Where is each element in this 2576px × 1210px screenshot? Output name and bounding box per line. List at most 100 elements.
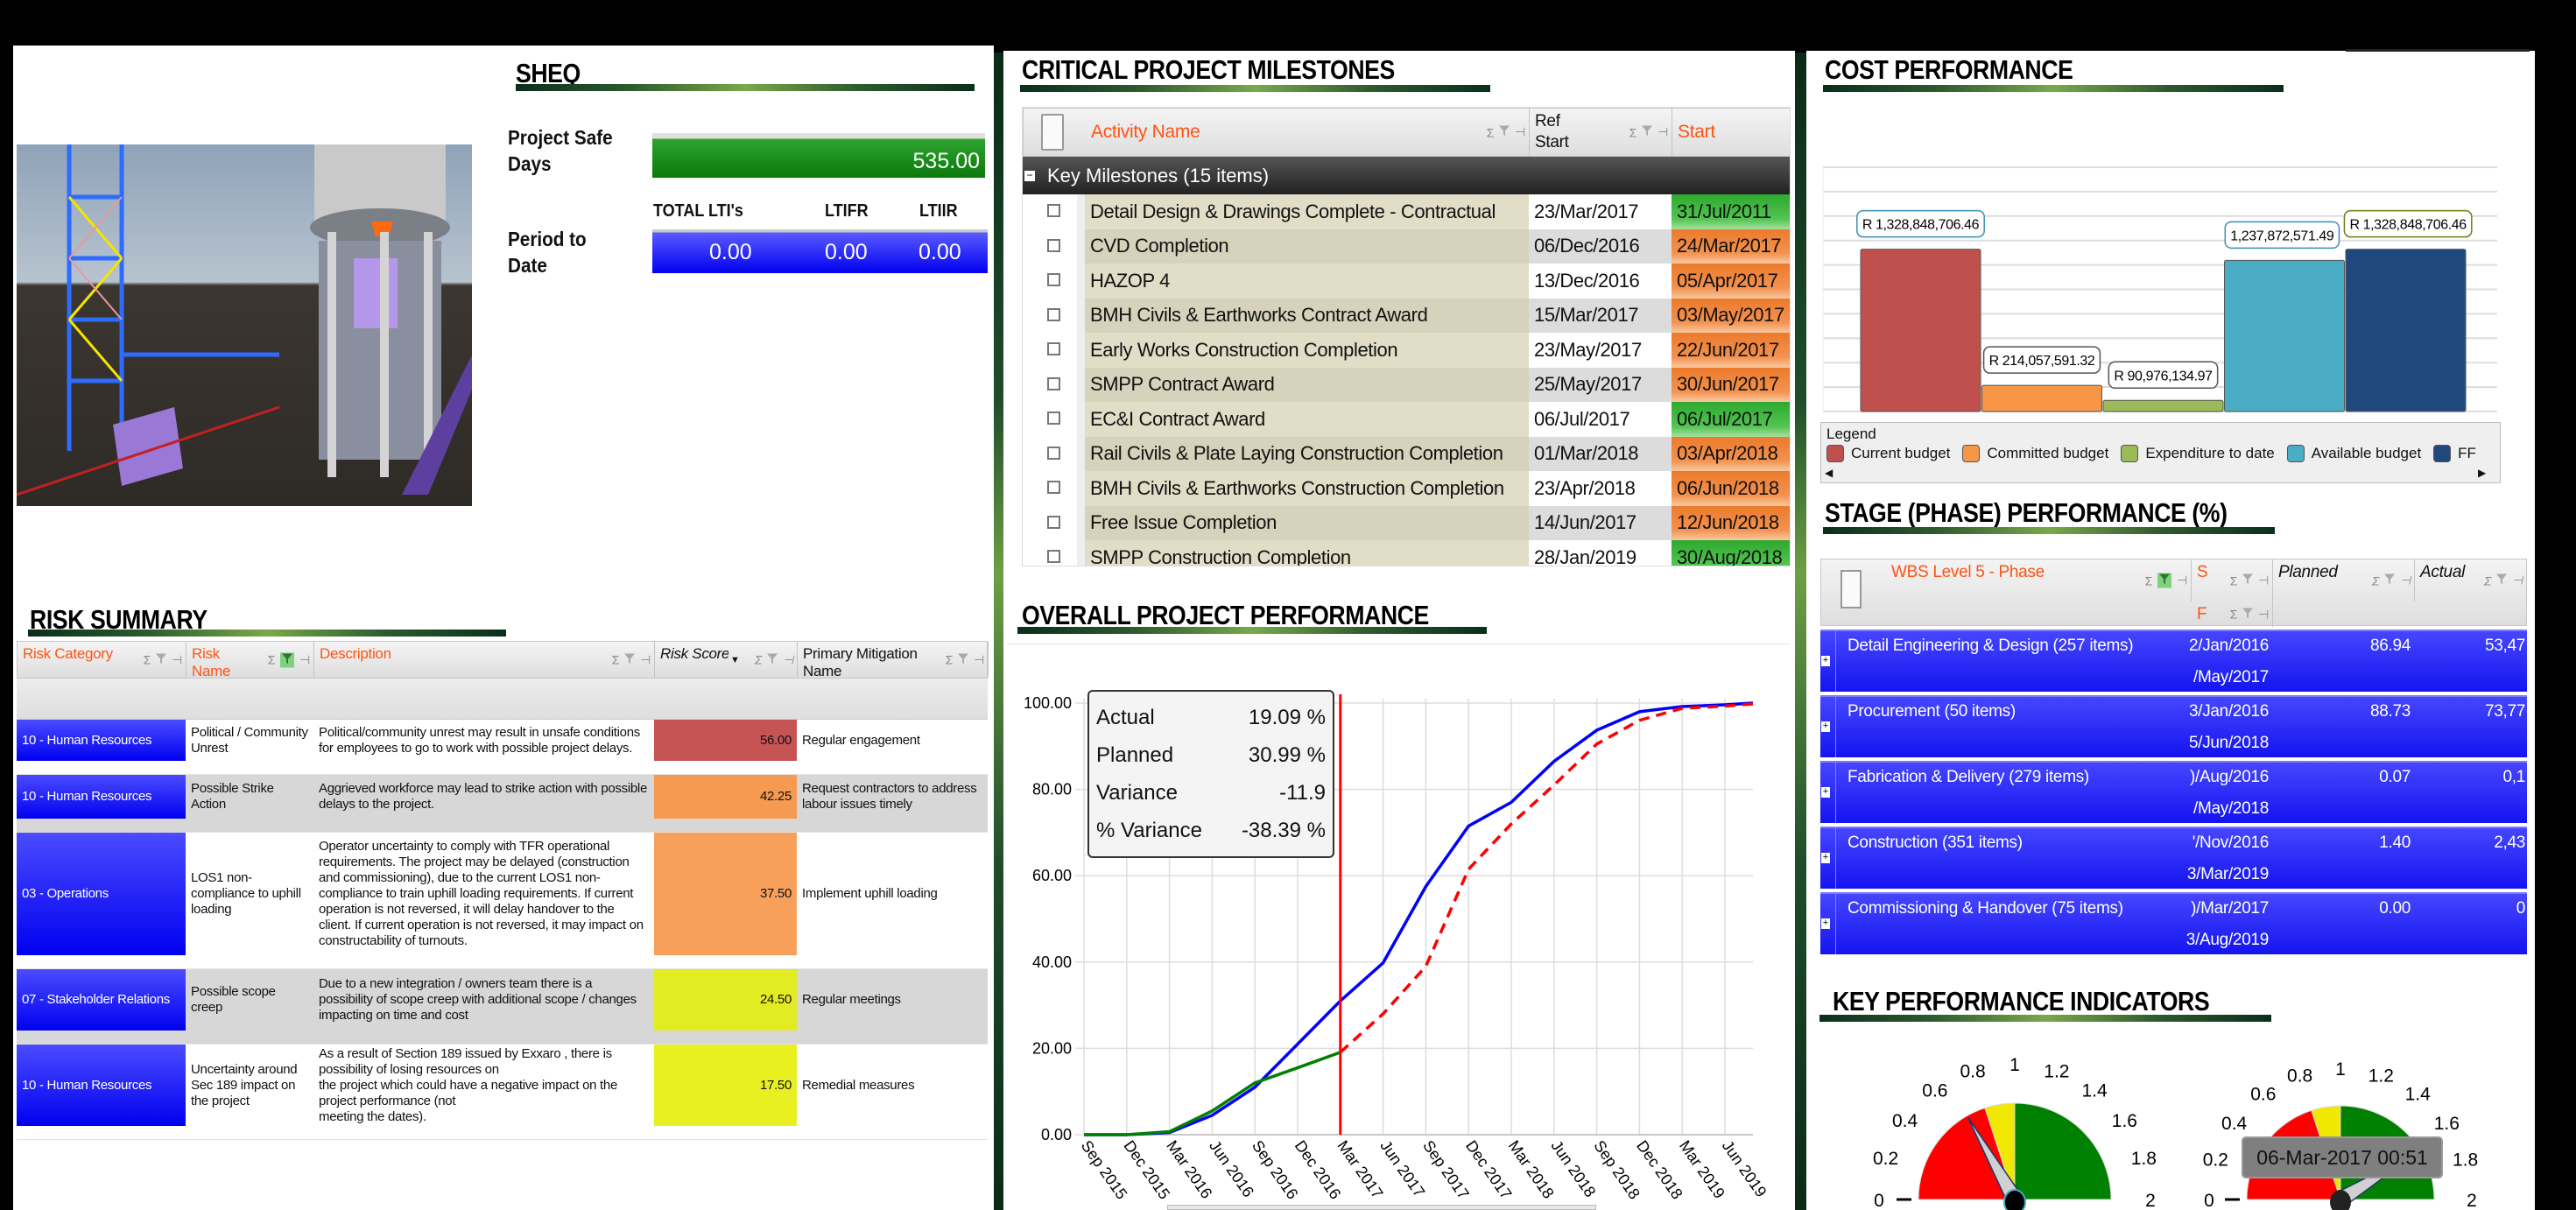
legend-item[interactable]: Current budget [1826, 445, 1950, 462]
filter-icon[interactable] [624, 652, 636, 667]
column-header-phase[interactable]: WBS Level 5 - Phase Σ ⊣ [1886, 559, 2192, 601]
pin-icon[interactable]: ⊣ [2258, 573, 2269, 587]
sum-icon[interactable]: Σ [2483, 573, 2492, 587]
sum-icon[interactable]: Σ [2229, 573, 2238, 587]
filter-icon[interactable] [2157, 573, 2172, 588]
sum-icon[interactable]: Σ [1486, 125, 1495, 139]
sum-icon[interactable]: Σ [2371, 573, 2380, 587]
sum-icon[interactable]: Σ [267, 652, 276, 667]
collapse-icon[interactable]: − [1024, 170, 1035, 181]
column-header-start[interactable]: Start [1672, 109, 1790, 156]
risk-row[interactable]: 03 - Operations LOS1 non-compliance to up… [17, 833, 988, 969]
bar-available-budget[interactable] [2224, 259, 2345, 412]
row-checkbox[interactable] [1047, 307, 1060, 321]
chart-scrollbar[interactable] [1167, 1205, 1596, 1210]
bar-current-budget[interactable] [1860, 249, 1981, 412]
group-row-key-milestones[interactable]: − Key Milestones (15 items) [1023, 157, 1790, 194]
sum-icon[interactable]: Σ [2144, 573, 2153, 587]
filter-icon[interactable] [2384, 573, 2396, 588]
filter-icon[interactable] [280, 652, 295, 667]
risk-row[interactable]: 10 - Human Resources Uncertainty around S… [17, 1045, 988, 1140]
row-checkbox[interactable] [1047, 273, 1060, 286]
sum-icon[interactable]: Σ [611, 652, 620, 667]
column-chooser-icon[interactable] [1841, 570, 1862, 609]
filter-icon[interactable] [767, 652, 778, 667]
filter-icon[interactable] [2496, 573, 2508, 588]
milestone-row[interactable]: BMH Civils & Earthworks Construction Com… [1023, 471, 1790, 506]
column-header-activity-name[interactable]: Activity Name Σ ⊣ [1086, 109, 1530, 156]
sum-icon[interactable]: Σ [945, 652, 954, 667]
column-header-start[interactable]: S Σ ⊣ [2192, 559, 2273, 601]
column-header-actual[interactable]: Actual Σ ⊣ [2415, 559, 2527, 601]
stage-row[interactable]: + Fabrication & Delivery (279 items))/Aug… [1820, 761, 2527, 823]
sum-icon[interactable]: Σ [2229, 607, 2238, 622]
risk-row[interactable]: 10 - Human Resources Possible Strike Acti… [17, 775, 988, 833]
pin-icon[interactable]: ⊣ [640, 652, 651, 666]
risk-row[interactable]: 07 - Stakeholder Relations Possible scope… [17, 969, 988, 1045]
pin-icon[interactable]: ⊣ [172, 652, 182, 666]
sum-icon[interactable]: Σ [143, 652, 151, 667]
pin-icon[interactable]: ⊣ [783, 652, 793, 666]
legend-item[interactable]: FF [2433, 445, 2476, 462]
legend-scroll-left[interactable]: ◀ [1825, 467, 1833, 479]
expand-icon[interactable]: + [1821, 786, 1830, 798]
legend-item[interactable]: Available budget [2286, 445, 2421, 462]
row-checkbox[interactable] [1047, 238, 1060, 252]
filter-row[interactable] [17, 679, 988, 720]
row-checkbox[interactable] [1047, 515, 1060, 529]
milestone-row[interactable]: HAZOP 4 13/Dec/2016 05/Apr/2017 [1023, 264, 1790, 299]
filter-icon[interactable] [156, 652, 167, 667]
stage-row[interactable]: + Procurement (50 items) 3/Jan/2016 5/Jun/2… [1820, 695, 2527, 757]
filter-icon[interactable] [2242, 607, 2254, 622]
pin-icon[interactable]: ⊣ [2512, 573, 2523, 587]
milestone-row[interactable]: Early Works Construction Completion 23/Ma… [1023, 333, 1790, 368]
column-header-risk-category[interactable]: Risk Category Σ ⊣ [18, 642, 187, 678]
column-header-finish[interactable]: F Σ ⊣ [2192, 601, 2273, 627]
row-checkbox[interactable] [1047, 446, 1060, 460]
stage-row[interactable]: + Construction (351 items) '/Nov/2016 3/Mar… [1820, 827, 2527, 889]
row-checkbox[interactable] [1047, 204, 1060, 217]
milestone-row[interactable]: Rail Civils & Plate Laying Construction … [1023, 436, 1790, 471]
stage-row[interactable]: + Commissioning & Handover (75 items))/Ma… [1820, 892, 2527, 954]
filter-icon[interactable] [2242, 573, 2254, 588]
milestone-row[interactable]: EC&I Contract Award 06/Jul/2017 06/Jul/201… [1023, 402, 1790, 437]
milestone-row[interactable]: SMPP Contract Award 25/May/2017 30/Jun/201… [1023, 367, 1790, 402]
pin-icon[interactable]: ⊣ [2177, 573, 2187, 587]
pin-icon[interactable]: ⊣ [1658, 124, 1668, 139]
sort-desc-icon[interactable]: ▼ [730, 655, 740, 665]
expand-icon[interactable]: + [1821, 918, 1830, 929]
pin-icon[interactable]: ⊣ [2400, 573, 2411, 587]
column-header-ref-start[interactable]: Ref Start Σ ⊣ [1530, 109, 1672, 156]
legend-item[interactable]: Committed budget [1962, 445, 2108, 462]
sum-icon[interactable]: Σ [754, 652, 763, 667]
column-header-primary-mitigation[interactable]: Primary Mitigation Name Σ ⊣ [798, 642, 989, 679]
filter-icon[interactable] [1499, 125, 1510, 140]
pin-icon[interactable]: ⊣ [299, 652, 310, 666]
milestone-row[interactable]: BMH Civils & Earthworks Contract Award 15… [1023, 298, 1790, 333]
expand-icon[interactable]: + [1821, 721, 1830, 732]
row-checkbox[interactable] [1047, 342, 1060, 355]
column-chooser-icon[interactable] [1041, 114, 1064, 151]
column-header-planned[interactable]: Planned Σ ⊣ [2273, 559, 2415, 601]
stage-row[interactable]: + Detail Engineering & Design (257 items)… [1820, 630, 2527, 692]
bar-ff[interactable] [2345, 249, 2467, 412]
row-checkbox[interactable] [1047, 481, 1060, 494]
milestone-row[interactable]: CVD Completion 06/Dec/2016 24/Mar/2017 [1023, 229, 1790, 264]
column-header-risk-score[interactable]: Risk Score▼ Σ ⊣ [655, 642, 798, 678]
filter-icon[interactable] [1642, 125, 1653, 140]
legend-item[interactable]: Expenditure to date [2121, 445, 2275, 462]
legend-scroll-right[interactable]: ▶ [2478, 467, 2487, 479]
row-checkbox[interactable] [1047, 376, 1060, 390]
milestone-row[interactable]: Free Issue Completion 14/Jun/2017 12/Jun/2… [1023, 505, 1790, 540]
bar-committed-budget[interactable] [1981, 384, 2102, 412]
pin-icon[interactable]: ⊣ [2258, 607, 2269, 621]
risk-row[interactable]: 10 - Human Resources Political / Communit… [17, 720, 988, 775]
bar-expenditure-to-date[interactable] [2102, 399, 2224, 412]
column-header-risk-name[interactable]: Risk Name Σ ⊣ [187, 642, 314, 679]
sum-icon[interactable]: Σ [1629, 125, 1637, 139]
milestone-row[interactable]: SMPP Construction Completion 28/Jan/2019 3… [1023, 540, 1790, 566]
pin-icon[interactable]: ⊣ [974, 652, 984, 666]
pin-icon[interactable]: ⊣ [1515, 124, 1525, 139]
row-checkbox[interactable] [1047, 412, 1060, 425]
filter-icon[interactable] [958, 652, 969, 667]
